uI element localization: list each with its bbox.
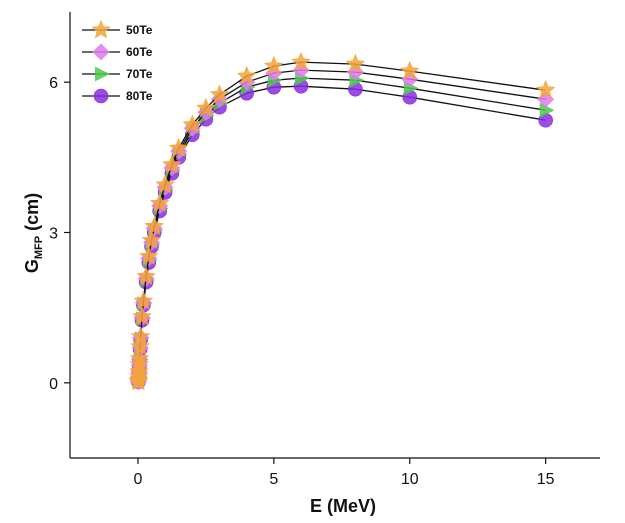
y-tick-label: 0 — [49, 376, 58, 393]
series-50Te — [128, 51, 556, 391]
data-point-50Te — [136, 266, 156, 285]
data-point-50Te — [155, 174, 175, 194]
y-tick-label: 3 — [49, 225, 58, 242]
legend-item-70Te: 70Te — [82, 66, 153, 82]
data-point-50Te — [168, 138, 189, 157]
data-point-50Te — [182, 114, 203, 134]
legend-item-60Te: 60Te — [82, 43, 153, 61]
data-point-50Te — [144, 216, 165, 235]
data-point-50Te — [162, 154, 182, 174]
data-point-50Te — [291, 51, 311, 71]
plot-frame — [69, 12, 600, 459]
data-point-50Te — [535, 79, 556, 99]
x-tick-label: 0 — [133, 471, 142, 488]
y-axis-title-subscript: MFP — [33, 236, 45, 259]
x-tick-label: 5 — [269, 471, 278, 488]
data-point-50Te — [399, 60, 420, 80]
y-axis-title: GMFP (cm) — [22, 193, 45, 273]
x-axis-title: E (MeV) — [310, 496, 376, 516]
legend-marker-80Te — [93, 88, 109, 104]
x-tick-label: 15 — [537, 471, 555, 488]
data-point-50Te — [133, 290, 154, 310]
legend-marker-70Te — [95, 66, 110, 82]
legend-label: 50Te — [126, 23, 153, 37]
data-point-50Te — [236, 65, 257, 85]
x-axis: 0 5 10 15 — [133, 458, 555, 488]
y-axis-title-main: G — [22, 259, 42, 273]
data-point-50Te — [345, 53, 366, 73]
x-tick-label: 10 — [401, 471, 419, 488]
legend-marker-50Te — [91, 19, 111, 39]
legend-label: 80Te — [126, 89, 153, 103]
legend-item-80Te: 80Te — [82, 88, 153, 104]
legend-label: 70Te — [126, 67, 153, 81]
y-tick-label: 6 — [49, 75, 58, 92]
data-point-50Te — [139, 246, 159, 265]
series-70Te — [132, 70, 555, 390]
data-point-50Te — [132, 306, 152, 326]
legend-item-50Te: 50Te — [82, 19, 153, 39]
y-axis: 0 3 6 — [49, 75, 70, 393]
data-point-50Te — [130, 336, 150, 356]
legend: 50Te 60Te 70Te 80Te — [82, 19, 153, 104]
data-point-50Te — [129, 354, 150, 374]
series-layer — [128, 51, 556, 391]
legend-marker-60Te — [92, 43, 110, 61]
data-point-50Te — [149, 193, 170, 212]
data-point-50Te — [141, 230, 162, 249]
data-point-50Te — [209, 84, 230, 104]
y-axis-title-unit: (cm) — [22, 193, 42, 236]
data-point-50Te — [196, 97, 216, 117]
data-point-50Te — [129, 361, 149, 381]
data-point-50Te — [264, 55, 284, 75]
data-point-50Te — [129, 348, 150, 368]
data-point-50Te — [130, 326, 151, 346]
legend-label: 60Te — [126, 45, 153, 59]
data-point-70Te — [539, 102, 555, 118]
